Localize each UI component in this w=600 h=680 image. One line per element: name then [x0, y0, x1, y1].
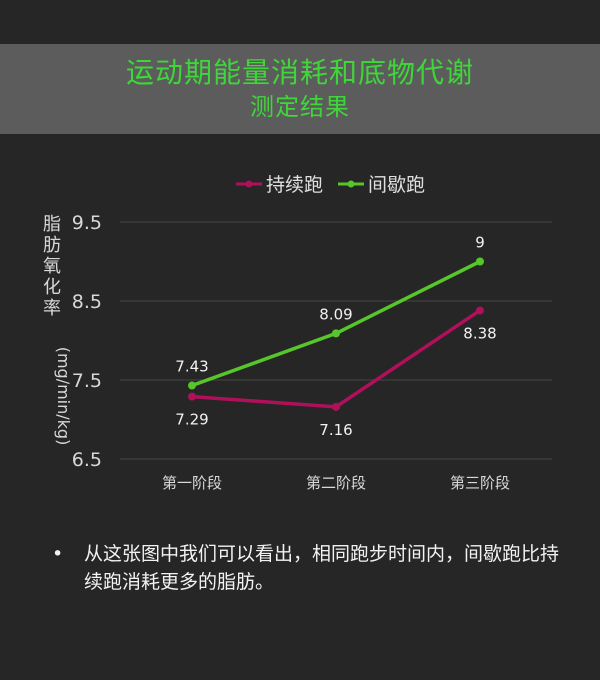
data-point — [476, 257, 484, 266]
y-axis-label-char: 率 — [43, 298, 61, 319]
y-tick-label: 9.5 — [72, 212, 102, 234]
y-axis-unit: (mg/min/kg) — [54, 347, 73, 446]
data-label: 8.38 — [463, 324, 496, 342]
y-tick-label: 8.5 — [72, 291, 102, 313]
title-banner: 运动期能量消耗和底物代谢 测定结果 — [0, 44, 600, 134]
data-label: 7.16 — [319, 421, 352, 439]
data-point — [332, 329, 340, 338]
series-line — [190, 259, 482, 388]
series-group: 7.29 7.16 8.38 7.43 8.09 9 — [175, 234, 496, 439]
data-label: 7.29 — [175, 411, 208, 429]
y-axis-ticks: 9.5 8.5 7.5 6.5 — [72, 212, 102, 471]
y-axis-label-char: 肪 — [43, 235, 61, 256]
data-point — [188, 381, 196, 390]
conclusion-note: • 从这张图中我们可以看出，相同跑步时间内，间歇跑比持续跑消耗更多的脂肪。 — [52, 540, 562, 596]
conclusion-text: 从这张图中我们可以看出，相同跑步时间内，间歇跑比持续跑消耗更多的脂肪。 — [84, 543, 560, 593]
data-point — [476, 306, 484, 315]
legend-marker — [245, 180, 253, 188]
y-axis-label-char: 脂 — [43, 214, 61, 235]
legend-label: 间歇跑 — [368, 174, 425, 196]
gridlines — [120, 221, 552, 460]
bullet-icon: • — [52, 543, 64, 565]
y-tick-label: 7.5 — [72, 370, 102, 392]
x-tick-label: 第二阶段 — [306, 474, 366, 492]
data-label: 9 — [475, 234, 485, 252]
data-point — [188, 392, 196, 401]
legend-marker — [347, 180, 355, 188]
y-axis-label-char: 化 — [43, 277, 61, 298]
legend: 持续跑 间歇跑 — [236, 174, 425, 196]
y-axis-label-char: 氧 — [43, 256, 61, 277]
chart-title: 运动期能量消耗和底物代谢 — [125, 56, 474, 89]
data-label: 7.43 — [175, 358, 208, 376]
x-tick-label: 第一阶段 — [162, 474, 222, 492]
y-tick-label: 6.5 — [72, 449, 102, 471]
legend-label: 持续跑 — [266, 174, 323, 196]
x-axis-ticks: 第一阶段 第二阶段 第三阶段 — [162, 474, 510, 492]
series-line — [190, 308, 482, 409]
data-label: 8.09 — [319, 305, 352, 323]
data-point — [332, 402, 340, 411]
chart-subtitle: 测定结果 — [250, 93, 350, 121]
x-tick-label: 第三阶段 — [450, 474, 510, 492]
